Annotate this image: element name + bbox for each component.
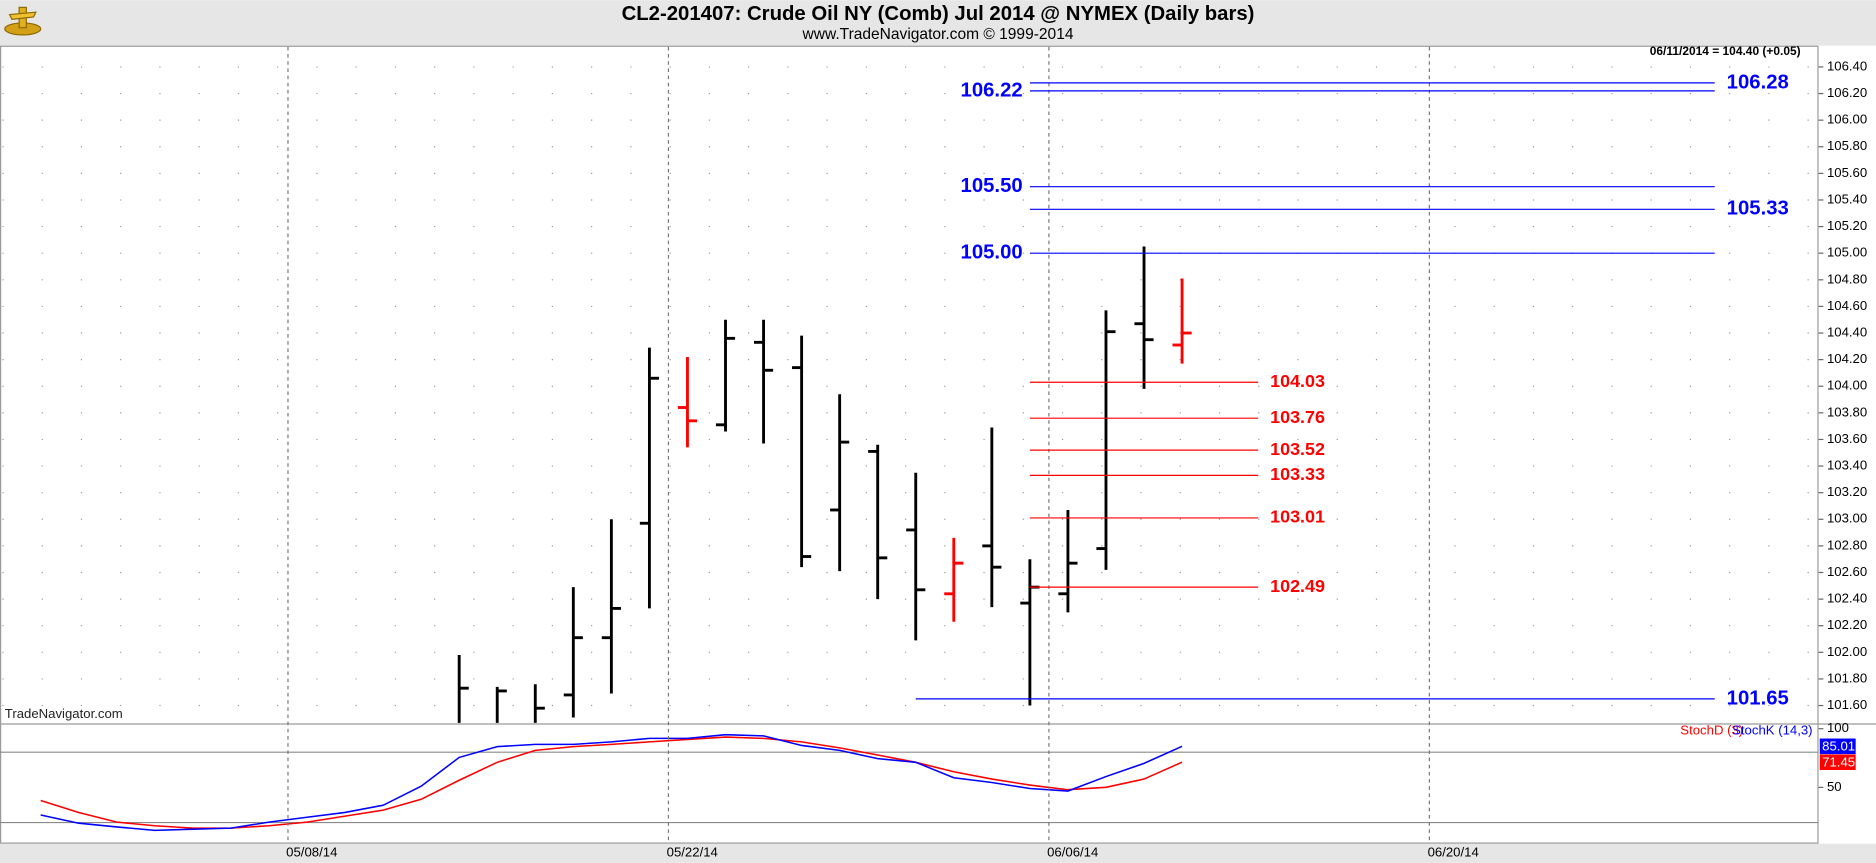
last-price-info: 06/11/2014 = 104.40 (+0.05) [1650,44,1801,58]
watermark: TradeNavigator.com [5,706,123,721]
indicator-panel [0,733,1819,832]
y-tick-label: 105.00 [1827,245,1867,260]
y-tick-label: 104.20 [1827,351,1867,366]
y-tick-label: 101.60 [1827,697,1867,712]
y-tick-label: 106.20 [1827,85,1867,100]
x-tick-label: 05/08/14 [286,845,337,860]
y-tick-label: 103.80 [1827,404,1867,419]
y-tick-label: 102.60 [1827,564,1867,579]
y-tick-label: 104.80 [1827,271,1867,286]
y-tick-label: 104.00 [1827,378,1867,393]
x-tick-label: 06/20/14 [1428,845,1479,860]
y-tick-label: 102.20 [1827,617,1867,632]
level-label: 104.03 [1270,371,1325,391]
price-panel [0,66,1819,723]
overlay: 101.60 101.80 102.00 102.20 102.40 102.60 102.… [286,46,1867,860]
y-tick-label: 105.20 [1827,218,1867,233]
level-label: 103.52 [1270,439,1325,459]
y-tick-label: 106.40 [1827,58,1867,73]
y-tick-label: 104.60 [1827,298,1867,313]
level-label: 103.76 [1270,407,1325,427]
indicator-line [40,733,1183,832]
logo [4,6,42,36]
y-tick-label: 106.00 [1827,112,1867,127]
level-label: 106.22 [961,79,1023,101]
y-tick-label: 102.80 [1827,537,1867,552]
value-badge-label: 71.45 [1822,754,1855,769]
y-tick-label: 103.20 [1827,484,1867,499]
y-tick-label: 105.40 [1827,191,1867,206]
y-tick-label: 103.60 [1827,431,1867,446]
value-badge [1819,738,1856,755]
value-badge [1819,754,1856,770]
y-tick-label: 104.40 [1827,324,1867,339]
plot-frame [0,45,1819,844]
chart-title: CL2-201407: Crude Oil NY (Comb) Jul 2014… [622,3,1255,25]
y-tick-label: 105.60 [1827,165,1867,180]
level-label: 102.49 [1270,576,1325,596]
y-tick-label: 103.00 [1827,511,1867,526]
value-badge-label: 85.01 [1822,738,1855,753]
x-tick-label: 05/22/14 [667,845,718,860]
legend-entry: StochK (14,3) [1732,723,1812,738]
indicator-y-tick-label: 50 [1827,779,1842,794]
y-tick-label: 105.80 [1827,138,1867,153]
legend-entry: StochD (3) [1680,723,1743,738]
level-label: 103.33 [1270,464,1325,484]
date-axis-background [0,843,1876,863]
header-background [0,0,1876,46]
level-label: 105.00 [961,242,1023,264]
chart-subtitle: www.TradeNavigator.com © 1999-2014 [802,26,1074,43]
level-label: 106.28 [1727,71,1789,93]
y-tick-label: 102.40 [1827,591,1867,606]
y-tick-label: 102.00 [1827,644,1867,659]
indicator-y-tick-label: 100 [1827,720,1849,735]
level-label: 105.50 [961,175,1023,197]
y-tick-label: 103.40 [1827,458,1867,473]
level-label: 103.01 [1270,507,1325,527]
x-tick-label: 06/06/14 [1047,845,1098,860]
y-tick-label: 101.80 [1827,670,1867,685]
level-label: 105.33 [1727,198,1789,220]
level-label: 101.65 [1727,687,1789,709]
